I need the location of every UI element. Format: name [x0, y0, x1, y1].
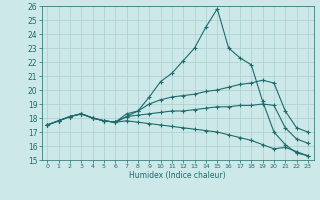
- X-axis label: Humidex (Indice chaleur): Humidex (Indice chaleur): [129, 171, 226, 180]
